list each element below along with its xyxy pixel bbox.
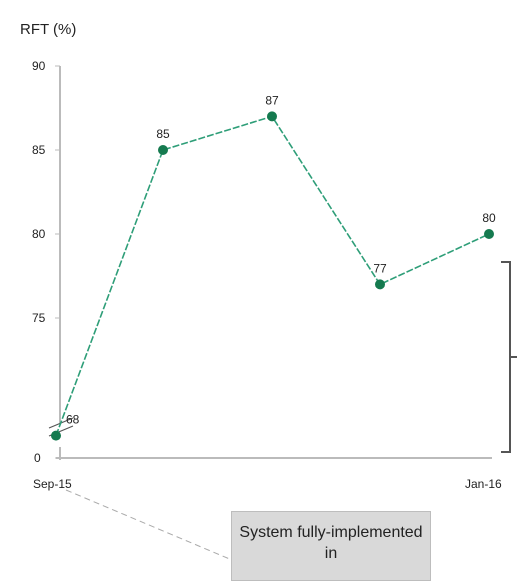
x-tick-label-end: Jan-16: [465, 477, 502, 491]
data-label: 68: [66, 413, 80, 427]
y-tick-label: 0: [34, 451, 41, 465]
data-point: [158, 145, 168, 155]
data-point: [267, 111, 277, 122]
y-axis: 90 85 80 75 0: [32, 59, 74, 465]
data-point: [375, 279, 385, 290]
series-line: [55, 115, 490, 436]
data-label: 80: [482, 211, 496, 225]
data-point: [484, 229, 494, 239]
y-tick-label: 75: [32, 311, 46, 325]
callout-text: System fully-implemented in: [239, 524, 423, 562]
data-label: 85: [156, 127, 170, 141]
y-tick-label: 85: [32, 143, 46, 157]
rft-line-chart: RFT (%) 90 85 80 75 0 Sep-15 Jan-16 68 85…: [20, 21, 517, 561]
bracket: [501, 261, 517, 453]
data-label: 77: [373, 261, 387, 275]
data-label: 87: [265, 93, 279, 107]
callout-connector: [65, 489, 233, 561]
data-point: [51, 430, 61, 441]
series-group: 68 85 87 77 80: [51, 93, 496, 441]
y-axis-title: RFT (%): [20, 21, 76, 38]
y-tick-label: 80: [32, 227, 46, 241]
callout-box: System fully-implemented in: [231, 511, 431, 581]
y-tick-label: 90: [32, 59, 46, 73]
x-axis: Sep-15 Jan-16: [33, 457, 502, 491]
x-tick-label-start: Sep-15: [33, 477, 72, 491]
